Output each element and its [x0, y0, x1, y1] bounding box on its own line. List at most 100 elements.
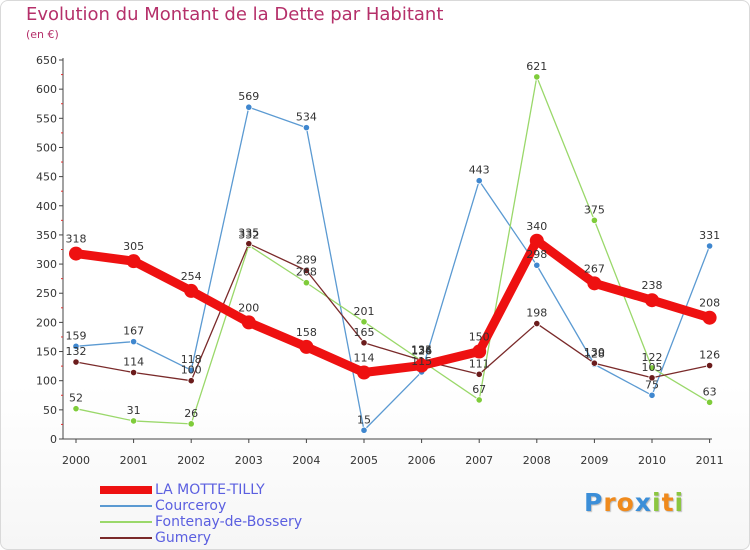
y-tick-label: 300: [36, 258, 57, 271]
legend-swatch: [100, 521, 152, 523]
data-label: 105: [642, 361, 663, 374]
line-chart: 0 50 100 150 200 250 300 350 400 450 500 550 600 650 2…: [36, 54, 724, 467]
data-point: [245, 240, 253, 248]
data-label: 122: [642, 351, 663, 364]
data-point: [533, 73, 541, 81]
data-point: [475, 396, 483, 404]
y-tick-label: 500: [36, 141, 57, 154]
series-line-1: [75, 106, 711, 431]
data-point: [357, 365, 371, 380]
data-label: 114: [123, 356, 144, 369]
data-point: [705, 361, 714, 370]
data-label: 63: [703, 385, 717, 398]
data-point: [705, 398, 714, 406]
data-point: [126, 254, 141, 269]
y-tick-label: 150: [36, 346, 57, 359]
data-label: 254: [181, 270, 202, 283]
chart-legend: LA MOTTE-TILLY Courceroy Fontenay-de-Bosse…: [100, 482, 360, 546]
data-label: 238: [642, 279, 663, 292]
data-point: [130, 368, 138, 377]
data-label: 100: [181, 364, 202, 377]
x-tick-label: 2010: [638, 454, 666, 467]
y-tick-label: 250: [36, 287, 57, 300]
data-point: [187, 377, 195, 385]
legend-item: Courceroy: [100, 498, 360, 514]
x-tick-label: 2008: [523, 454, 551, 467]
legend-item: Fontenay-de-Bossery: [100, 514, 360, 530]
logo-letter: o: [616, 488, 635, 517]
data-label: 340: [526, 220, 547, 233]
logo-letter: r: [603, 488, 617, 517]
chart-title: Evolution du Montant de la Dette par Hab…: [26, 4, 444, 25]
series-line-3: [75, 243, 711, 382]
chart-unit-label: (en €): [26, 28, 59, 41]
legend-label: LA MOTTE-TILLY: [155, 482, 265, 498]
x-tick-label: 2001: [120, 454, 148, 467]
data-label: 201: [354, 305, 375, 318]
data-label: 158: [296, 326, 317, 339]
legend-swatch: [100, 537, 152, 539]
data-label: 375: [584, 203, 605, 216]
data-label: 621: [526, 60, 547, 73]
x-tick-label: 2006: [408, 454, 436, 467]
y-tick-label: 0: [50, 433, 57, 446]
x-tick-label: 2005: [350, 454, 378, 467]
data-point: [302, 266, 310, 275]
data-point: [648, 374, 656, 382]
y-tick-label: 100: [36, 375, 57, 388]
logo-letter: i: [674, 488, 685, 517]
data-label: 115: [411, 355, 432, 368]
x-tick-label: 2003: [235, 454, 263, 467]
data-point: [648, 391, 656, 399]
data-label: 165: [354, 326, 375, 339]
data-label: 569: [238, 90, 259, 103]
data-point: [705, 242, 714, 250]
data-point: [360, 339, 368, 347]
data-label: 134: [411, 344, 432, 357]
logo-letter: x: [634, 488, 652, 517]
x-tick-label: 2000: [62, 454, 90, 467]
legend-label: Courceroy: [155, 498, 227, 514]
data-label: 135: [411, 343, 432, 356]
data-label: 305: [123, 240, 144, 253]
logo-letter: t: [661, 488, 675, 517]
data-label: 118: [181, 353, 202, 366]
data-label: 126: [411, 345, 432, 358]
data-point: [475, 370, 483, 378]
data-point: [187, 420, 195, 428]
data-point: [72, 405, 80, 413]
proxiti-logo: Proxiti: [584, 488, 684, 517]
legend-swatch: [100, 505, 152, 507]
data-label: 198: [526, 307, 547, 320]
data-label: 52: [69, 392, 83, 405]
data-label: 130: [584, 346, 605, 359]
data-point: [414, 358, 429, 373]
data-label: 26: [184, 407, 198, 420]
data-label: 167: [123, 325, 144, 338]
data-point: [72, 358, 80, 366]
data-point: [360, 426, 368, 434]
data-label: 150: [469, 331, 490, 344]
y-tick-label: 350: [36, 229, 57, 242]
data-label: 31: [127, 404, 141, 417]
data-point: [645, 293, 659, 308]
x-tick-label: 2011: [696, 454, 724, 467]
data-point: [302, 279, 310, 287]
data-point: [72, 342, 80, 350]
data-point: [533, 319, 541, 328]
data-point: [587, 276, 602, 291]
legend-swatch: [100, 486, 152, 494]
data-point: [299, 339, 314, 354]
data-label: 267: [584, 262, 605, 275]
data-point: [533, 261, 541, 269]
data-point: [187, 366, 195, 374]
data-label: 335: [238, 227, 259, 240]
x-tick-label: 2009: [580, 454, 608, 467]
data-label: 208: [699, 297, 720, 310]
data-point: [590, 216, 599, 224]
data-point: [302, 124, 310, 132]
data-point: [184, 283, 199, 298]
data-label: 67: [472, 383, 486, 396]
data-point: [360, 318, 368, 326]
